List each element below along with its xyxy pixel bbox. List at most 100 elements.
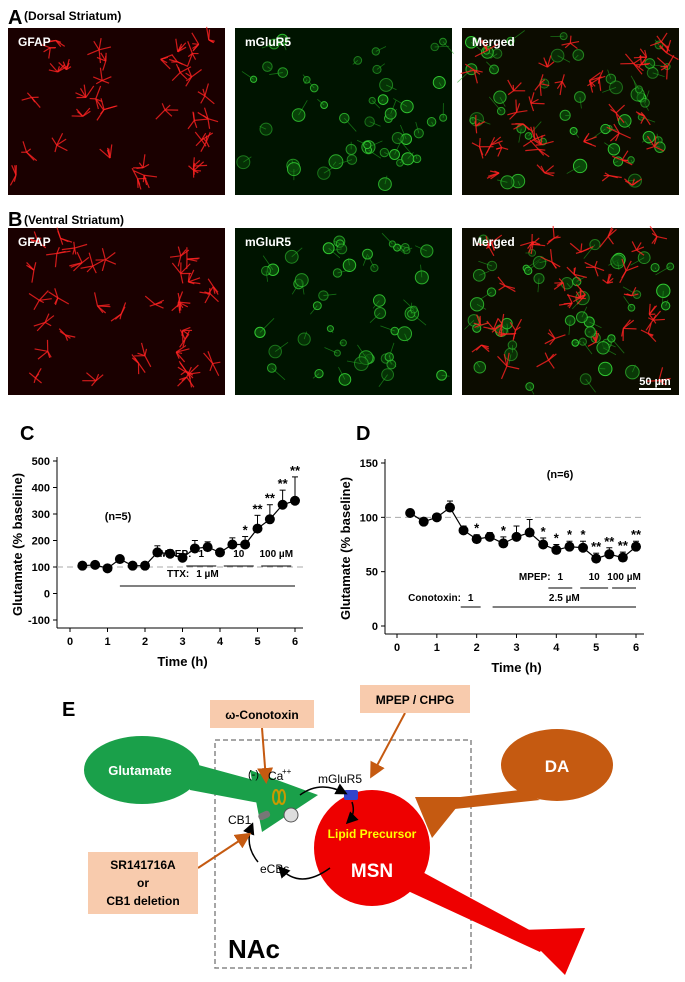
astrocyte [623,328,636,329]
cell [329,155,343,169]
y-tick-label: 500 [32,456,50,468]
region-label: NAc [228,934,280,964]
cell [647,67,658,78]
data-point [538,540,548,550]
data-line [410,508,636,559]
treatment-dose: 1 µM [196,569,218,580]
data-point [591,554,601,564]
data-point [485,532,495,542]
y-tick-label: 0 [372,621,378,633]
cell [292,109,305,122]
data-point [227,539,237,549]
x-axis-label: Time (h) [491,660,541,675]
significance: * [474,521,480,536]
astrocyte [475,121,476,126]
panel-letter: B [8,209,22,231]
micrograph: mGluR5 [235,228,452,395]
data-point [278,500,288,510]
image-label: mGluR5 [245,35,291,49]
data-point [178,553,188,563]
data-point [128,561,138,571]
cell [610,81,623,94]
cell [494,91,506,103]
data-point [103,563,113,573]
data-point [203,542,213,552]
label: CB1 [228,813,252,827]
data-point [604,549,614,559]
data-point [498,538,508,548]
data-point [190,543,200,553]
treatment-dose: 10 [233,549,245,560]
significance: ** [265,491,276,506]
treatment-dose: 100 µM [259,549,293,560]
y-tick-label: -100 [28,615,50,627]
significance: ** [604,534,615,549]
data-point [551,545,561,555]
treatment-dose: 1 [468,593,474,604]
x-tick-label: 6 [292,636,298,648]
treatment-dose: 100 µM [607,572,641,583]
mglur5-receptor [344,790,358,800]
significance: * [567,527,573,542]
significance: * [541,524,547,539]
arrow [249,825,258,862]
panel-letter: D [356,423,370,445]
astrocyte [667,67,668,80]
panel-letter: C [20,423,34,445]
x-tick-label: 3 [179,636,185,648]
data-point [525,528,535,538]
y-tick-label: 50 [366,567,378,579]
cell [572,340,579,347]
x-tick-label: 4 [553,642,560,654]
treatment-label: TTX: [167,569,189,580]
x-tick-label: 1 [434,642,440,654]
data-point [253,524,263,534]
x-tick-label: 2 [474,642,480,654]
astrocyte [480,138,481,147]
significance: ** [290,463,301,478]
treatment-label: MPEP: [519,572,551,583]
label: mGluR5 [318,772,362,786]
neuron-label: MSN [351,861,393,882]
data-point [432,512,442,522]
micrograph: GFAP [8,228,225,395]
astrocyte [598,78,599,83]
diagram: E ω-Conotoxin MPEP / CHPG SR141716A or C… [62,685,613,975]
cell [667,263,674,270]
y-tick-label: 400 [32,483,50,495]
astrocyte [653,319,665,320]
astrocyte [194,165,208,166]
significance: * [501,523,507,538]
x-tick-label: 0 [67,636,73,648]
cell [433,76,445,88]
neuron-label: Glutamate [108,763,172,778]
astrocyte [476,126,477,133]
astrocyte [192,44,198,45]
treatment-dose: 1 [198,549,204,560]
arrow [198,835,248,868]
data-point [512,532,522,542]
y-tick-label: 0 [44,589,50,601]
x-tick-label: 0 [394,642,400,654]
data-point [240,539,250,549]
image-label: GFAP [18,235,51,249]
significance: * [243,523,249,538]
panel-letter: E [62,699,75,721]
data-point [152,547,162,557]
panel-letter: A [8,7,22,29]
y-tick-label: 100 [360,512,378,524]
drug-label: or [137,876,149,890]
msn-soma [314,790,430,906]
x-tick-label: 5 [254,636,260,648]
x-tick-label: 3 [513,642,519,654]
treatment-label: Conotoxin: [408,593,461,604]
panel-region: (Dorsal Striatum) [24,9,121,23]
cell [380,148,388,156]
y-tick-label: 200 [32,536,50,548]
y-tick-label: 100 [32,562,50,574]
